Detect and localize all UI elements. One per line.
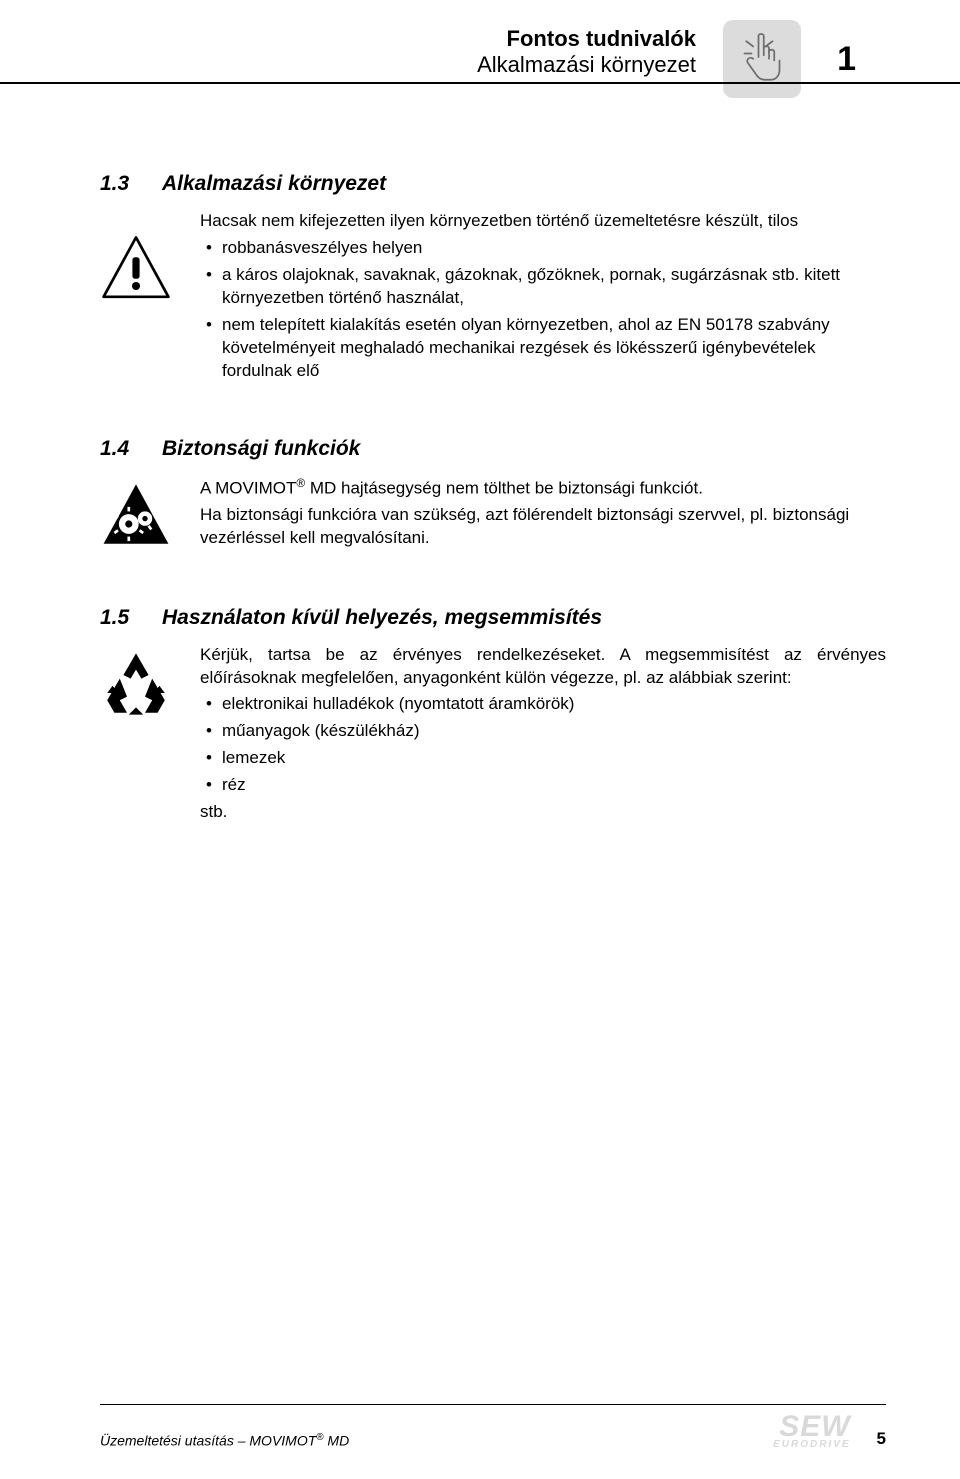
footer-rule — [100, 1404, 886, 1405]
paragraph: stb. — [200, 801, 886, 824]
section-number: 1.3 — [100, 172, 162, 196]
page-number: 5 — [877, 1429, 886, 1449]
text-fragment: MD hajtásegység nem tölthet be biztonság… — [305, 478, 703, 497]
paragraph: Ha biztonsági funkcióra van szükség, azt… — [200, 504, 886, 550]
icon-column — [100, 644, 200, 829]
header-title-bold: Fontos tudnivalók — [477, 26, 696, 52]
icon-column — [100, 475, 200, 556]
paragraph: Kérjük, tartsa be az érvényes rendelkezé… — [200, 644, 886, 690]
text-column: A MOVIMOT® MD hajtásegység nem tölthet b… — [200, 475, 886, 556]
text-fragment: A MOVIMOT — [200, 478, 296, 497]
bullet-list: elektronikai hulladékok (nyomtatott áram… — [200, 693, 886, 797]
text-fragment: Üzemeltetési utasítás – MOVIMOT — [100, 1433, 316, 1449]
text-column: Hacsak nem kifejezetten ilyen környezetb… — [200, 210, 886, 387]
section-heading: 1.4 Biztonsági funkciók — [100, 437, 886, 461]
paragraph: A MOVIMOT® MD hajtásegység nem tölthet b… — [200, 475, 886, 501]
list-item: lemezek — [200, 747, 886, 770]
warning-triangle-icon — [100, 232, 200, 309]
pointing-hand-icon — [734, 29, 790, 90]
list-item: a káros olajoknak, savaknak, gázoknak, g… — [200, 264, 886, 310]
attention-icon-box — [723, 20, 801, 98]
section-1-5: 1.5 Használaton kívül helyezés, megsemmi… — [100, 606, 886, 829]
section-body: A MOVIMOT® MD hajtásegység nem tölthet b… — [100, 475, 886, 556]
registered-mark: ® — [296, 476, 305, 490]
page-footer: Üzemeltetési utasítás – MOVIMOT® MD SEW … — [0, 1404, 960, 1449]
section-1-4: 1.4 Biztonsági funkciók — [100, 437, 886, 556]
section-body: Kérjük, tartsa be az érvényes rendelkezé… — [100, 644, 886, 829]
list-item: robbanásveszélyes helyen — [200, 237, 886, 260]
header-rule — [0, 82, 960, 84]
section-1-3: 1.3 Alkalmazási környezet Hacsak nem kif… — [100, 172, 886, 387]
list-item: nem telepített kialakítás esetén olyan k… — [200, 314, 886, 383]
icon-column — [100, 210, 200, 387]
brand-logo: SEW EURODRIVE — [773, 1413, 850, 1449]
header-titles: Fontos tudnivalók Alkalmazási környezet — [477, 26, 696, 79]
bullet-list: robbanásveszélyes helyen a káros olajokn… — [200, 237, 886, 383]
section-heading: 1.3 Alkalmazási környezet — [100, 172, 886, 196]
footer-right: SEW EURODRIVE 5 — [773, 1413, 886, 1449]
header-title-normal: Alkalmazási környezet — [477, 52, 696, 78]
intro-text: Hacsak nem kifejezetten ilyen környezetb… — [200, 210, 886, 233]
page-header: Fontos tudnivalók Alkalmazási környezet — [100, 20, 886, 102]
list-item: réz — [200, 774, 886, 797]
chapter-number: 1 — [837, 40, 856, 79]
registered-mark: ® — [316, 1432, 323, 1443]
section-title: Használaton kívül helyezés, megsemmisíté… — [162, 606, 602, 630]
section-title: Alkalmazási környezet — [162, 172, 386, 196]
text-fragment: MD — [324, 1433, 350, 1449]
page: Fontos tudnivalók Alkalmazási környezet — [0, 0, 960, 1479]
section-number: 1.4 — [100, 437, 162, 461]
footer-row: Üzemeltetési utasítás – MOVIMOT® MD SEW … — [100, 1413, 886, 1449]
section-number: 1.5 — [100, 606, 162, 630]
logo-subtext: EURODRIVE — [773, 1440, 850, 1449]
footer-doc-title: Üzemeltetési utasítás – MOVIMOT® MD — [100, 1432, 349, 1449]
list-item: elektronikai hulladékok (nyomtatott áram… — [200, 693, 886, 716]
page-body: 1.3 Alkalmazási környezet Hacsak nem kif… — [100, 102, 886, 828]
section-title: Biztonsági funkciók — [162, 437, 360, 461]
list-item: műanyagok (készülékház) — [200, 720, 886, 743]
text-column: Kérjük, tartsa be az érvényes rendelkezé… — [200, 644, 886, 829]
section-body: Hacsak nem kifejezetten ilyen környezetb… — [100, 210, 886, 387]
gear-warning-icon — [100, 538, 172, 555]
recycle-icon — [100, 707, 172, 724]
section-heading: 1.5 Használaton kívül helyezés, megsemmi… — [100, 606, 886, 630]
